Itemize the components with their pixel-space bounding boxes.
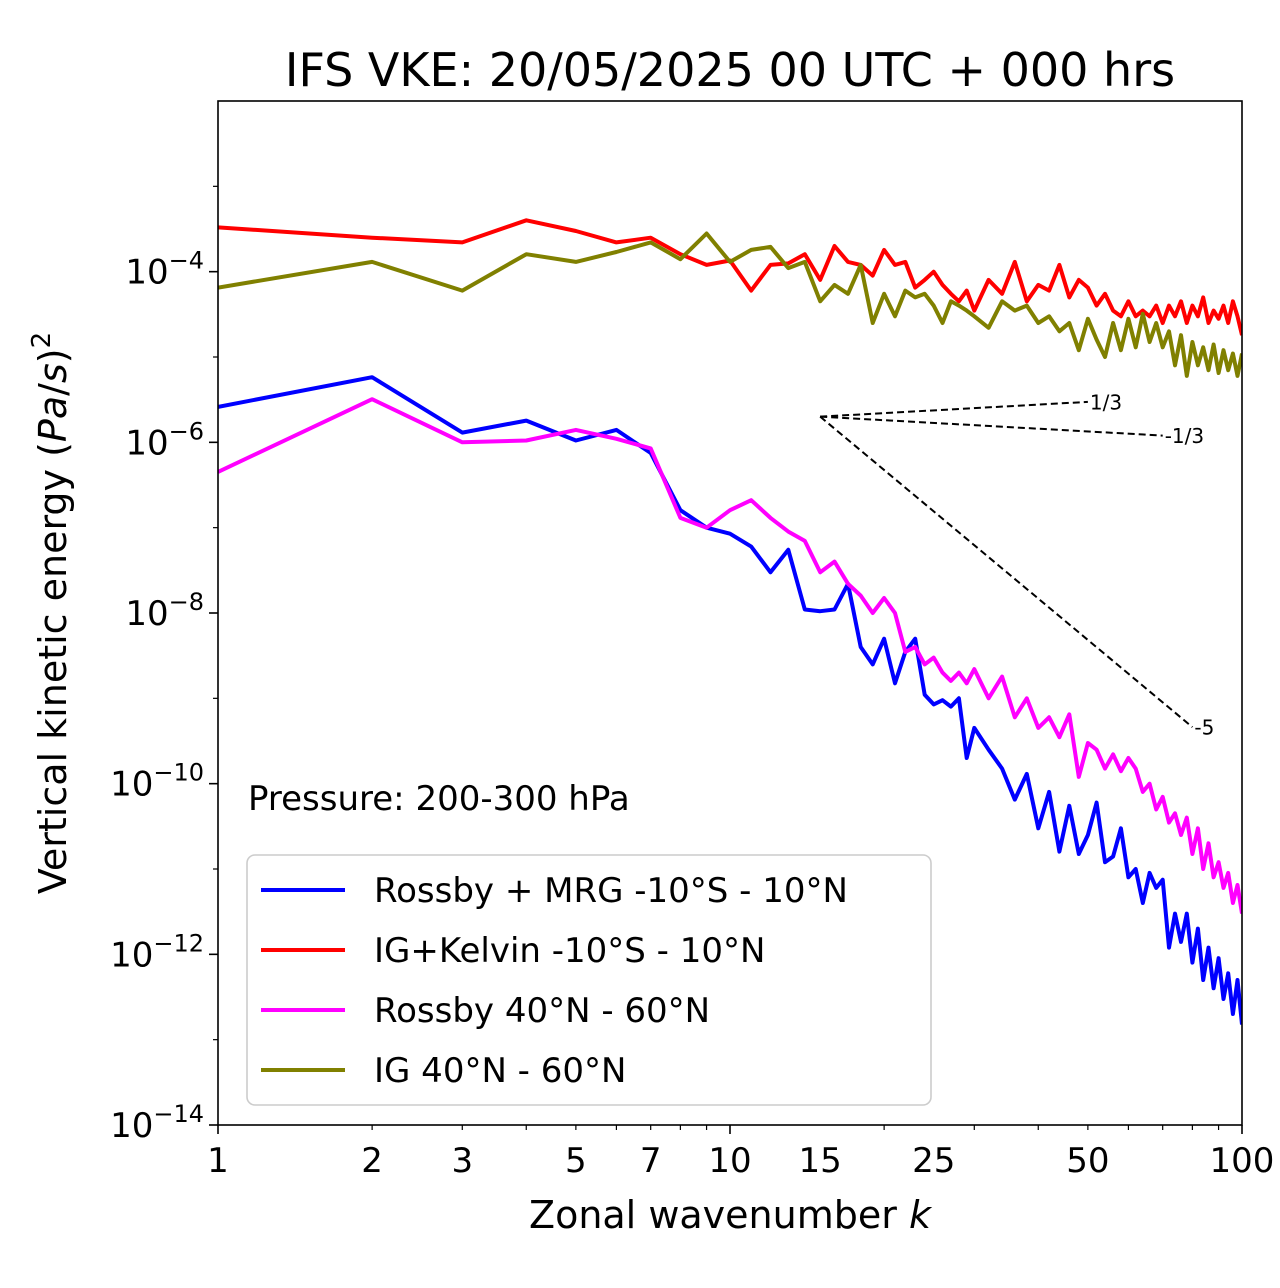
legend-label-2: Rossby 40°N - 60°N (374, 991, 710, 1031)
y-tick-base-5: 10 (110, 1106, 153, 1146)
series-line-3 (218, 231, 1242, 378)
y-tick-label-2: 10−8 (125, 588, 204, 634)
y-tick-label-4: 10−12 (110, 929, 204, 975)
y-axis-label-slash: / (31, 383, 75, 396)
x-tick-label-9: 100 (1210, 1141, 1275, 1181)
series-line-2 (218, 397, 1242, 914)
y-tick-base-2: 10 (125, 594, 168, 634)
x-tick-label-1: 2 (361, 1141, 383, 1181)
series-line-0 (218, 375, 1242, 1025)
x-tick-label-3: 5 (565, 1141, 587, 1181)
y-axis-label-text: Vertical kinetic energy ( (31, 442, 75, 894)
x-tick-label-0: 1 (207, 1141, 229, 1181)
y-tick-exponent-3: −10 (153, 759, 204, 787)
y-tick-exponent-5: −14 (153, 1100, 204, 1128)
legend-label-0: Rossby + MRG -10°S - 10°N (374, 871, 848, 911)
x-tick-label-6: 15 (799, 1141, 842, 1181)
x-tick-label-7: 25 (912, 1141, 955, 1181)
slope-line-1 (820, 415, 1163, 437)
x-tick-label-5: 10 (708, 1141, 751, 1181)
y-tick-label-0: 10−4 (125, 247, 204, 293)
x-axis-label-text: Zonal wavenumber (529, 1193, 909, 1237)
series-layer (218, 218, 1242, 1025)
legend-label-1: IG+Kelvin -10°S - 10°N (374, 931, 765, 971)
y-tick-exponent-0: −4 (169, 247, 204, 275)
legend: Rossby + MRG -10°S - 10°N IG+Kelvin -10°S… (246, 854, 932, 1106)
x-axis: 1 2 3 5 7 10 15 25 50 100 (207, 1125, 1274, 1181)
y-tick-label-1: 10−6 (125, 417, 204, 463)
x-tick-label-2: 3 (451, 1141, 473, 1181)
y-tick-base-4: 10 (110, 935, 153, 975)
y-axis-label-var: Pa (31, 396, 75, 442)
slope-label-1: -1/3 (1165, 424, 1204, 448)
legend-frame (246, 854, 932, 1106)
slope-line-2 (819, 415, 1194, 728)
y-tick-exponent-4: −12 (153, 929, 204, 957)
slope-line-0 (820, 400, 1088, 418)
y-tick-base-3: 10 (110, 765, 153, 805)
slope-label-2: -5 (1194, 716, 1214, 740)
y-tick-exponent-1: −6 (169, 417, 204, 445)
x-axis-label: Zonal wavenumber k (529, 1193, 933, 1237)
y-tick-base-0: 10 (125, 253, 168, 293)
slope-label-0: 1/3 (1090, 390, 1122, 414)
x-tick-label-8: 50 (1066, 1141, 1109, 1181)
pressure-annotation: Pressure: 200-300 hPa (248, 779, 630, 819)
x-axis-label-var: k (909, 1193, 933, 1237)
y-tick-label-3: 10−10 (110, 759, 204, 805)
chart-title: IFS VKE: 20/05/2025 00 UTC + 000 hrs (285, 43, 1175, 97)
legend-label-3: IG 40°N - 60°N (374, 1051, 626, 1091)
y-tick-base-1: 10 (125, 423, 168, 463)
y-tick-label-5: 10−14 (110, 1100, 204, 1146)
reference-slopes: 1/3 -1/3 -5 (819, 390, 1214, 740)
x-tick-label-4: 7 (640, 1141, 662, 1181)
y-axis-label-exp: 2 (27, 332, 57, 349)
y-tick-exponent-2: −8 (169, 588, 204, 616)
y-axis-label-var2: s (31, 363, 75, 383)
series-line-1 (218, 218, 1242, 336)
y-axis-label: Vertical kinetic energy (Pa/s)2 (27, 332, 75, 894)
y-axis-label-close: ) (31, 348, 75, 363)
